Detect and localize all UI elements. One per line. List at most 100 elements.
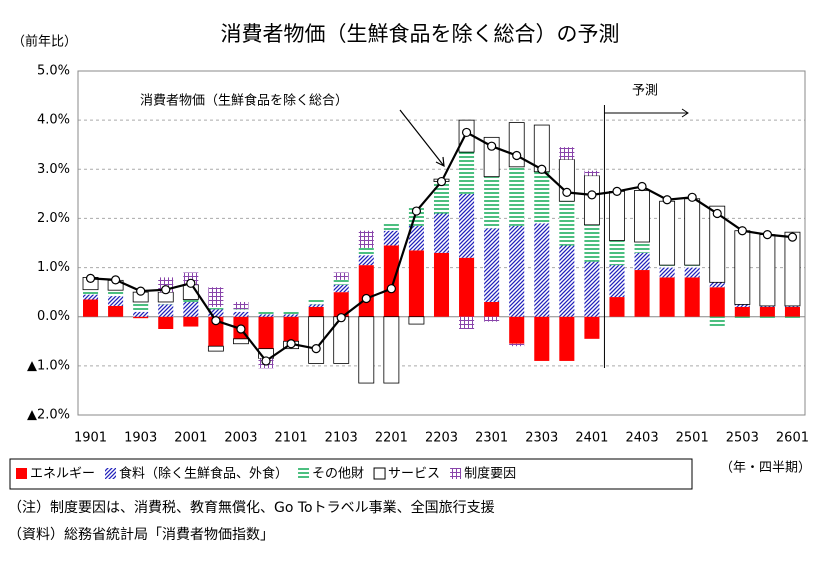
bar-segment [158, 304, 174, 317]
y-tick-label: 1.0% [37, 260, 70, 275]
y-tick-label: 4.0% [37, 113, 70, 128]
bar-segment [333, 292, 349, 317]
bar-segment [459, 193, 475, 258]
forecast-label: 予測 [632, 84, 658, 99]
line-point [261, 356, 271, 366]
line-point [512, 150, 522, 161]
bar-segment [534, 223, 550, 317]
bar-segment [509, 225, 525, 317]
bar-segment [784, 231, 801, 307]
line-point [211, 316, 221, 326]
line-point [762, 230, 772, 240]
line-point [787, 232, 798, 242]
bar-segment [709, 316, 725, 327]
bar-segment [459, 257, 475, 317]
x-tick-label: 2303 [525, 431, 558, 446]
line-point [487, 141, 497, 151]
bar-segment [233, 301, 249, 310]
forecast-arrow [604, 108, 689, 118]
bar-segment [759, 316, 775, 320]
bar-segment [709, 287, 725, 317]
bar-segment [258, 316, 274, 349]
bar-segment [183, 299, 199, 302]
bar-segment [734, 304, 750, 307]
bar-segment [484, 176, 500, 229]
bar-segment [684, 277, 700, 317]
bar-segment [634, 252, 650, 271]
bar-segment [484, 301, 500, 317]
x-tick-label: 1901 [74, 431, 107, 446]
line-point [85, 273, 96, 283]
bar-segment [283, 316, 299, 342]
bar-segment [734, 316, 750, 320]
bar-segment [559, 147, 575, 160]
bar-segment [308, 316, 325, 364]
bar-segment [233, 309, 249, 312]
bar-segment [509, 166, 525, 226]
bar-segment [258, 311, 274, 315]
x-tick-label: 2101 [275, 431, 308, 446]
bar-segment [333, 279, 349, 285]
bar-segment [383, 316, 400, 384]
annotation-arrow [399, 109, 445, 168]
y-tick-label: ▲1.0% [27, 358, 70, 373]
line-point [161, 285, 171, 295]
bar-segment [408, 316, 425, 325]
bar-segment [583, 175, 600, 226]
bar-segment [534, 316, 550, 361]
bar-segment [333, 272, 349, 280]
line-point [662, 195, 672, 205]
y-axis-label: （前年比） [12, 34, 77, 50]
bar-segment [108, 296, 124, 306]
legend-swatch [16, 468, 27, 479]
bar-segment [383, 223, 399, 231]
x-tick-label: 2203 [425, 431, 458, 446]
bar-segment [459, 316, 475, 329]
line-point [311, 344, 321, 354]
legend-label: 食料（除く生鮮食品、外食） [119, 466, 288, 482]
x-axis-label: （年・四半期） [720, 461, 811, 476]
bar-segment [383, 245, 399, 317]
bar-segment [158, 316, 174, 329]
bar-segment [208, 306, 224, 310]
x-tick-label: 2301 [475, 431, 508, 446]
bar-segment [784, 305, 800, 307]
note: （注）制度要因は、消費税、教育無償化、Go Toトラベル事業、全国旅行支援 [8, 499, 495, 516]
line-point [436, 176, 447, 187]
bar-segment [358, 316, 375, 384]
line-point [537, 164, 547, 174]
line-point [612, 186, 622, 196]
line-point [712, 208, 722, 219]
bar-segment [133, 301, 149, 312]
bar-segment [408, 225, 424, 251]
bar-segment [659, 267, 675, 278]
plot-frame [77, 70, 806, 416]
bar-segment [559, 201, 575, 246]
legend-label: サービス [388, 467, 440, 482]
line-point [562, 187, 572, 197]
line-point [687, 192, 697, 202]
x-tick-label: 2403 [626, 431, 659, 446]
bar-segment [684, 267, 700, 278]
bar-segment [333, 284, 349, 293]
y-tick-label: 0.0% [37, 309, 70, 324]
bar-segment [759, 234, 776, 307]
bar-segment [759, 306, 775, 317]
bar-segment [534, 171, 550, 224]
bar-segment [108, 290, 124, 297]
x-tick-label: 2401 [575, 431, 608, 446]
bar-segment [659, 265, 675, 268]
bar-segment [709, 205, 726, 283]
line-point [236, 324, 246, 334]
line-point [336, 313, 346, 323]
bar-segment [634, 270, 650, 317]
source: （資料）総務省統計局「消費者物価指数」 [8, 527, 274, 543]
bar-segment [133, 316, 149, 319]
line-point [361, 293, 371, 304]
legend-swatch [450, 468, 462, 479]
bar-segment [759, 305, 775, 307]
bar-segment [784, 316, 800, 320]
bar-segment [784, 306, 800, 317]
legend-label: エネルギー [30, 467, 95, 482]
y-tick-label: ▲2.0% [27, 408, 70, 423]
